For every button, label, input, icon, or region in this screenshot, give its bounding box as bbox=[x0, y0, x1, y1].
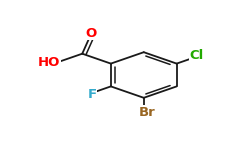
Text: O: O bbox=[85, 27, 96, 40]
Text: HO: HO bbox=[38, 57, 60, 69]
Text: Cl: Cl bbox=[190, 49, 204, 62]
Text: Br: Br bbox=[138, 106, 155, 119]
Text: F: F bbox=[88, 88, 96, 101]
